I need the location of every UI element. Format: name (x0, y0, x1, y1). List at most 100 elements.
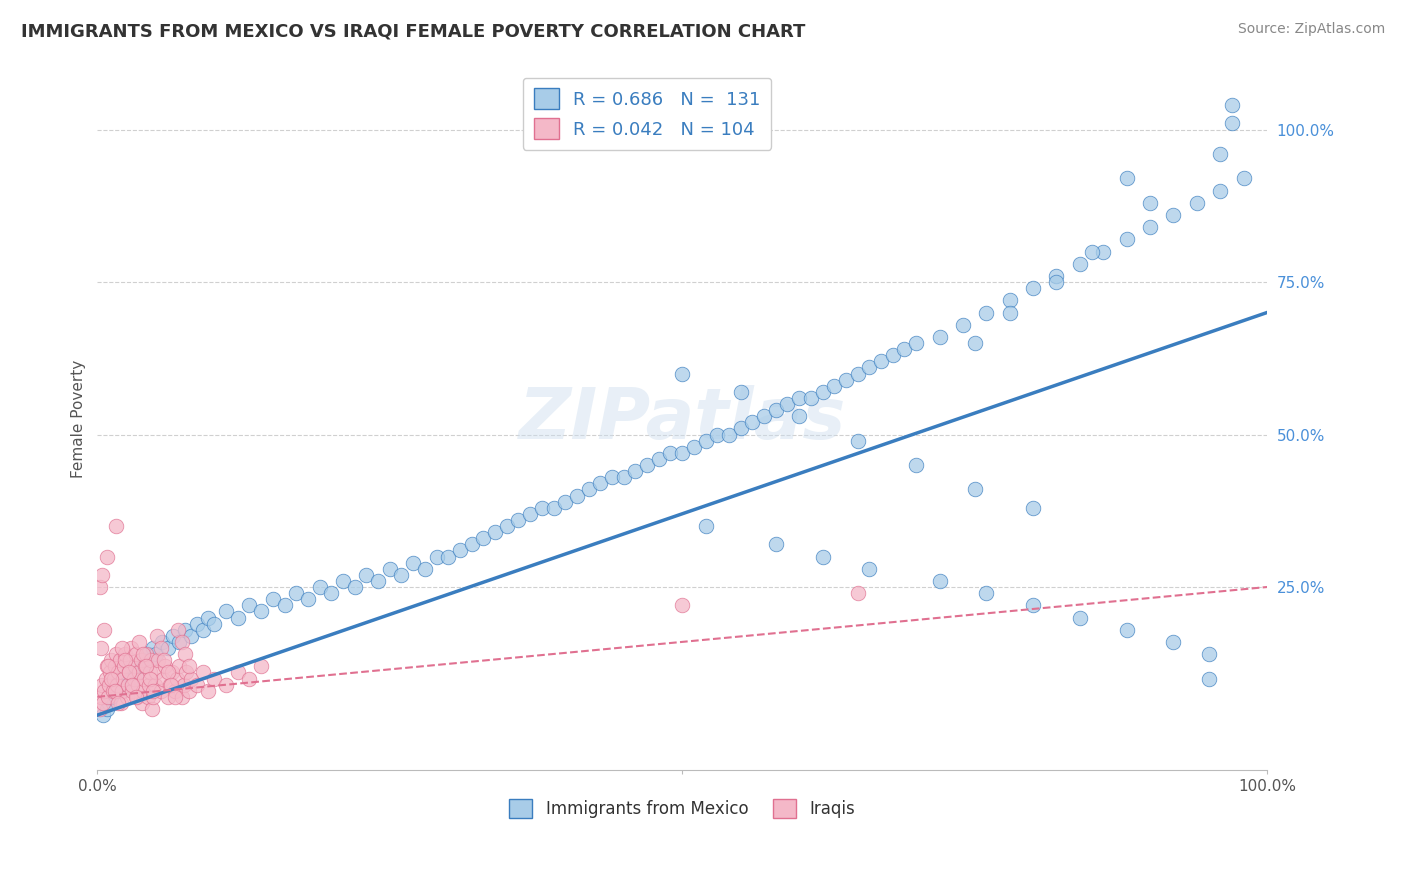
Point (150, 635, 173, 649)
Point (125, 647, 148, 661)
Point (893, 342, 915, 356)
Point (145, 647, 167, 661)
Point (174, 623, 197, 637)
Point (100, 653, 122, 667)
Point (120, 665, 142, 680)
Point (105, 677, 128, 691)
Point (142, 690, 165, 704)
Point (90, 640, 112, 655)
Point (530, 500, 553, 515)
Point (1022, 599, 1045, 613)
Point (226, 665, 249, 680)
Point (1139, 195, 1161, 210)
Point (1022, 281, 1045, 295)
Point (146, 653, 169, 667)
Point (215, 604, 238, 618)
Point (191, 623, 214, 637)
Point (1069, 610, 1091, 624)
Point (741, 415, 763, 429)
Point (308, 580, 330, 594)
Point (952, 318, 974, 332)
Point (1045, 268, 1067, 283)
Point (132, 683, 155, 698)
Point (1080, 244, 1102, 259)
Point (104, 683, 127, 698)
Point (134, 672, 156, 686)
Point (1220, 98, 1243, 112)
Point (117, 677, 139, 691)
Point (97, 690, 120, 704)
Point (356, 567, 378, 582)
Point (173, 677, 195, 691)
Point (963, 483, 986, 497)
Point (905, 336, 928, 351)
Point (191, 665, 214, 680)
Point (823, 378, 845, 392)
Point (695, 434, 717, 448)
Point (156, 665, 179, 680)
Point (131, 653, 153, 667)
Point (976, 305, 998, 319)
Point (110, 683, 132, 698)
Point (613, 470, 636, 484)
Point (149, 640, 172, 655)
Point (90, 690, 112, 704)
Point (671, 446, 693, 460)
Point (103, 672, 125, 686)
Point (706, 427, 728, 442)
Point (636, 458, 658, 472)
Point (565, 489, 588, 503)
Point (472, 531, 495, 545)
Point (98, 696, 121, 710)
Point (1220, 116, 1243, 130)
Point (378, 562, 401, 576)
Point (858, 562, 880, 576)
Point (111, 683, 134, 698)
Point (730, 384, 752, 399)
Point (1022, 500, 1045, 515)
Point (134, 659, 156, 673)
Point (159, 677, 181, 691)
Point (197, 683, 219, 698)
Point (484, 525, 506, 540)
Point (91, 708, 114, 723)
Point (671, 367, 693, 381)
Point (1139, 220, 1161, 235)
Point (107, 696, 129, 710)
Point (89, 580, 111, 594)
Point (180, 672, 202, 686)
Point (998, 305, 1021, 319)
Point (139, 665, 162, 680)
Point (882, 348, 904, 362)
Point (1209, 184, 1232, 198)
Point (787, 391, 810, 405)
Point (110, 696, 132, 710)
Point (846, 586, 869, 600)
Point (111, 640, 134, 655)
Point (153, 659, 176, 673)
Point (765, 403, 787, 417)
Point (136, 690, 159, 704)
Point (752, 409, 775, 424)
Point (1233, 171, 1256, 186)
Point (100, 672, 122, 686)
Point (1163, 208, 1185, 222)
Point (166, 672, 188, 686)
Y-axis label: Female Poverty: Female Poverty (72, 360, 86, 478)
Point (128, 665, 150, 680)
Point (139, 653, 162, 667)
Point (124, 659, 146, 673)
Point (1198, 647, 1220, 661)
Point (105, 519, 128, 533)
Point (108, 653, 131, 667)
Point (104, 683, 127, 698)
Point (238, 599, 260, 613)
Point (142, 640, 165, 655)
Point (1185, 195, 1208, 210)
Point (141, 653, 163, 667)
Point (160, 665, 183, 680)
Point (153, 653, 176, 667)
Point (238, 672, 260, 686)
Point (508, 513, 530, 527)
Point (1115, 623, 1137, 637)
